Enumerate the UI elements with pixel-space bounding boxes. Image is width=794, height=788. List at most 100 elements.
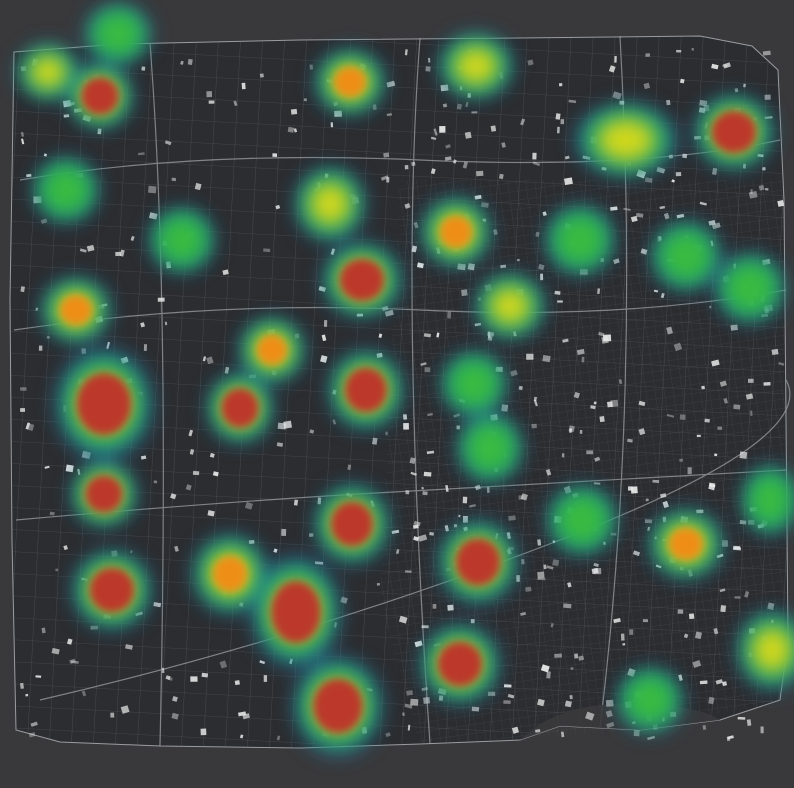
building [638,428,646,436]
building [521,558,525,565]
heat-layer-core [60,67,757,734]
heat-yellow-hs-09[interactable] [312,185,348,223]
heat-green-hs-28[interactable] [558,496,606,544]
building [202,356,207,362]
heat-orange-hs-25[interactable] [213,556,247,592]
heat-green-hs-34[interactable] [750,476,790,524]
heat-orange-hs-29[interactable] [669,528,703,560]
building [115,251,122,257]
heat-core-hs-26[interactable] [313,678,363,734]
building [745,393,754,400]
building [414,640,423,648]
building [309,533,314,537]
building [411,161,416,166]
building [321,334,327,342]
building [563,177,573,186]
heat-core-hs-17[interactable] [344,367,388,413]
building [65,464,74,473]
heat-yellow-hs-33[interactable] [754,630,790,670]
building [474,194,482,200]
heat-green-hs-30[interactable] [467,424,513,472]
building [38,345,43,351]
building [110,712,115,718]
heat-green-hs-18[interactable] [726,264,774,312]
building [276,442,284,447]
building [263,248,271,253]
building [487,691,496,696]
building [760,726,764,734]
heat-core-hs-13[interactable] [76,373,132,435]
building [614,55,617,63]
heat-core-hs-31[interactable] [89,567,135,613]
heat-yellow-hs-35[interactable] [600,121,652,159]
heat-green-hs-08[interactable] [159,217,205,263]
building [157,297,165,302]
building [552,559,560,567]
building [734,596,741,599]
building [420,362,427,367]
building [66,638,73,645]
heat-core-hs-06[interactable] [711,110,757,154]
building [63,114,70,118]
building [461,289,468,297]
heat-orange-hs-21[interactable] [60,295,92,325]
building [638,400,646,407]
heat-yellow-hs-02[interactable] [32,57,64,87]
building [40,218,48,224]
heat-orange-hs-16[interactable] [257,335,287,365]
heat-core-hs-24[interactable] [271,581,321,643]
building [737,716,746,720]
heat-green-hs-14[interactable] [662,232,710,280]
building [273,548,278,553]
heat-core-hs-22[interactable] [85,475,123,513]
building [180,60,184,65]
heat-core-hs-19[interactable] [330,501,374,547]
building [28,732,36,738]
building [764,94,771,100]
building [608,65,616,73]
heat-green-hs-01[interactable] [95,13,141,55]
heat-green-hs-32[interactable] [627,677,673,723]
building [748,191,758,199]
heat-core-hs-23[interactable] [455,538,501,586]
building [323,320,328,327]
building [405,490,410,495]
building [691,48,694,51]
heat-green-hs-10[interactable] [556,216,604,264]
building [579,430,583,434]
heat-yellow-hs-05[interactable] [457,49,495,83]
building [30,721,38,727]
building [417,534,428,542]
building [767,602,775,610]
heat-orange-hs-04[interactable] [334,67,366,97]
building [170,493,177,500]
heat-core-hs-12[interactable] [339,258,385,302]
building [43,153,48,157]
building [537,571,545,579]
building [576,348,585,356]
building [120,705,130,714]
building [430,168,436,175]
building [627,438,633,443]
building [143,344,147,352]
building [537,577,546,581]
heat-core-hs-03[interactable] [81,77,119,115]
building [458,514,461,518]
heat-yellow-hs-20[interactable] [492,289,528,323]
heat-core-hs-27[interactable] [437,641,483,687]
building [423,333,432,338]
building [168,677,173,681]
heat-green-hs-36[interactable] [451,361,497,407]
building [130,550,133,554]
building [683,633,689,639]
heat-core-hs-15[interactable] [221,388,259,428]
building [518,385,523,391]
building [509,369,518,377]
building [398,615,408,624]
building [630,486,638,494]
heat-green-hs-07[interactable] [43,167,89,213]
building [174,545,179,552]
heat-orange-hs-11[interactable] [440,216,472,248]
